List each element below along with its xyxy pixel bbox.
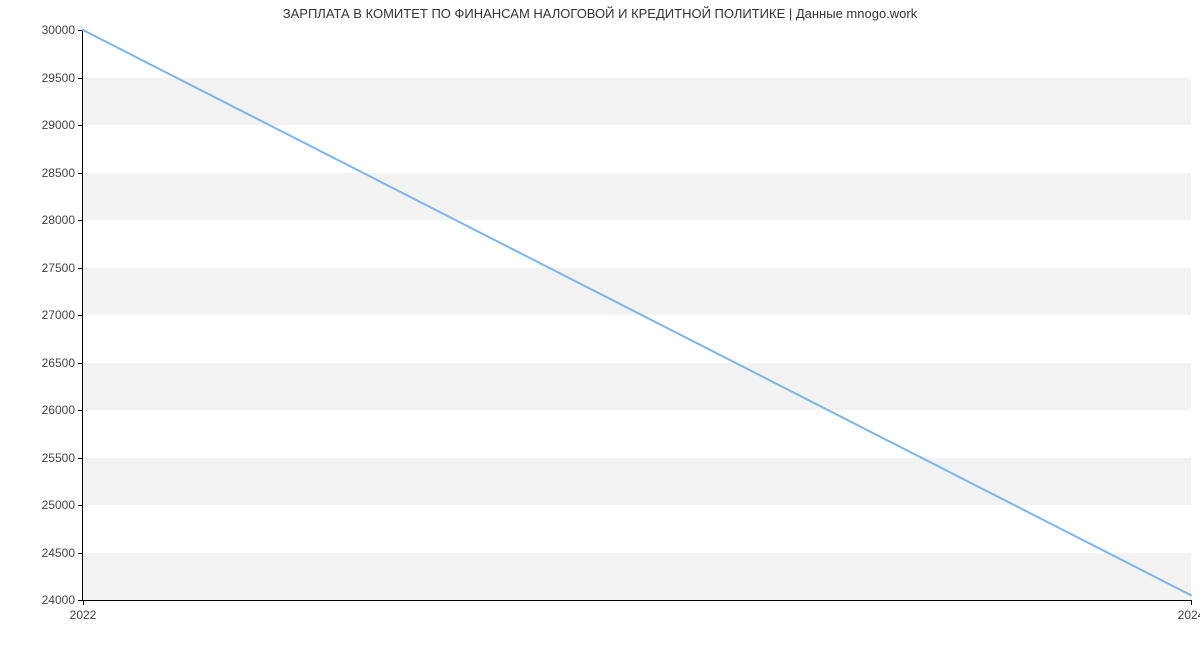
y-tick-label: 26500 [42, 356, 83, 370]
chart-title: ЗАРПЛАТА В КОМИТЕТ ПО ФИНАНСАМ НАЛОГОВОЙ… [0, 6, 1200, 21]
y-tick-label: 27500 [42, 261, 83, 275]
y-tick-label: 24500 [42, 546, 83, 560]
y-tick-label: 29000 [42, 118, 83, 132]
y-tick-label: 28500 [42, 166, 83, 180]
x-tick-label: 2022 [70, 600, 97, 622]
y-tick-label: 29500 [42, 71, 83, 85]
y-tick-label: 26000 [42, 403, 83, 417]
plot-area: 2400024500250002550026000265002700027500… [82, 30, 1191, 601]
y-tick-label: 27000 [42, 308, 83, 322]
y-tick-label: 25000 [42, 498, 83, 512]
y-tick-label: 25500 [42, 451, 83, 465]
line-layer [83, 30, 1191, 600]
y-tick-label: 30000 [42, 23, 83, 37]
series-line-salary [83, 30, 1191, 595]
y-tick-label: 28000 [42, 213, 83, 227]
salary-line-chart: ЗАРПЛАТА В КОМИТЕТ ПО ФИНАНСАМ НАЛОГОВОЙ… [0, 0, 1200, 650]
x-tick-label: 2024 [1178, 600, 1200, 622]
